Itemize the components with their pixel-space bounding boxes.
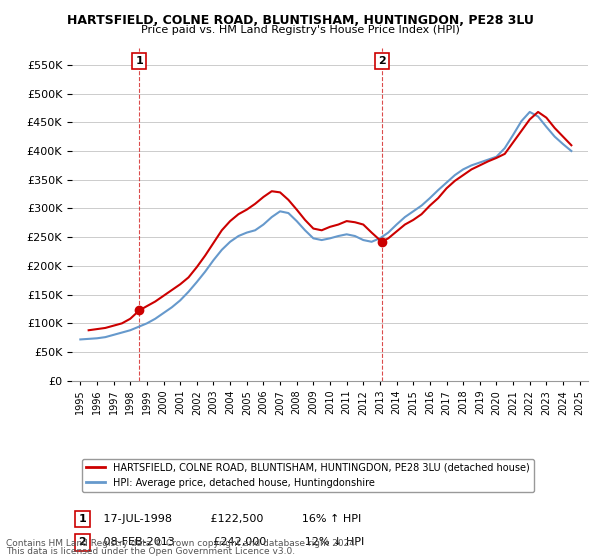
Text: 2: 2 — [79, 538, 86, 548]
Text: Contains HM Land Registry data © Crown copyright and database right 2024.: Contains HM Land Registry data © Crown c… — [6, 539, 358, 548]
Text: 2: 2 — [378, 56, 386, 66]
Text: This data is licensed under the Open Government Licence v3.0.: This data is licensed under the Open Gov… — [6, 547, 295, 556]
Text: 1: 1 — [136, 56, 143, 66]
Text: HARTSFIELD, COLNE ROAD, BLUNTISHAM, HUNTINGDON, PE28 3LU: HARTSFIELD, COLNE ROAD, BLUNTISHAM, HUNT… — [67, 14, 533, 27]
Text: Price paid vs. HM Land Registry's House Price Index (HPI): Price paid vs. HM Land Registry's House … — [140, 25, 460, 35]
Text: 17-JUL-1998           £122,500           16% ↑ HPI: 17-JUL-1998 £122,500 16% ↑ HPI — [92, 514, 361, 524]
Legend: HARTSFIELD, COLNE ROAD, BLUNTISHAM, HUNTINGDON, PE28 3LU (detached house), HPI: : HARTSFIELD, COLNE ROAD, BLUNTISHAM, HUNT… — [82, 459, 534, 492]
Text: 08-FEB-2013           £242,000           12% ↓ HPI: 08-FEB-2013 £242,000 12% ↓ HPI — [92, 538, 364, 548]
Text: 1: 1 — [79, 514, 86, 524]
